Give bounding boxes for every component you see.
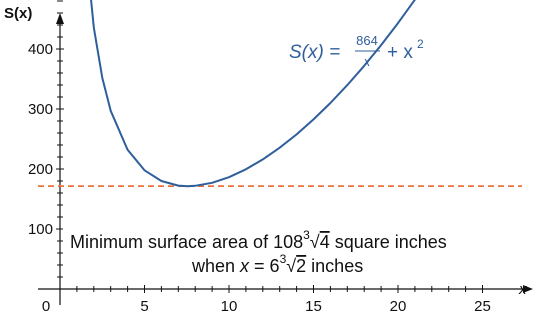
- x-tick-label: 0: [42, 298, 50, 315]
- minimum-annotation: Minimum surface area of 1083√4 square in…: [63, 226, 519, 282]
- x-tick-label: 15: [305, 298, 322, 315]
- x-axis-title: x: [518, 281, 527, 298]
- x-tick-label: 10: [221, 298, 238, 315]
- x-axis-arrow: [523, 285, 533, 293]
- equation-exponent: 2: [417, 37, 424, 51]
- y-axis-arrow: [56, 13, 64, 24]
- ticks: 0510152025100200300400500600: [28, 0, 491, 315]
- plot-area: [38, 0, 522, 188]
- x-tick-label: 5: [140, 298, 148, 315]
- y-tick-label: 100: [28, 221, 53, 238]
- y-tick-label: 300: [28, 101, 53, 118]
- axes: [38, 13, 533, 305]
- annotation-line1: Minimum surface area of 1083√4 square in…: [70, 228, 447, 252]
- equation-lhs: S(x) =: [289, 42, 340, 63]
- annotation-background: [63, 226, 519, 282]
- x-tick-label: 25: [474, 298, 491, 315]
- surface-area-curve: [90, 0, 416, 188]
- y-tick-label: 400: [28, 41, 53, 58]
- y-axis-title: S(x): [4, 5, 32, 22]
- x-tick-label: 20: [390, 298, 407, 315]
- annotation-line2: when x = 63√2 inches: [191, 252, 363, 276]
- equation-label: S(x) = 864 x + x 2: [289, 33, 424, 69]
- equation-rhs: + x: [387, 42, 413, 63]
- equation-numerator: 864: [356, 33, 378, 48]
- equation-denominator: x: [363, 54, 371, 69]
- y-tick-label: 200: [28, 161, 53, 178]
